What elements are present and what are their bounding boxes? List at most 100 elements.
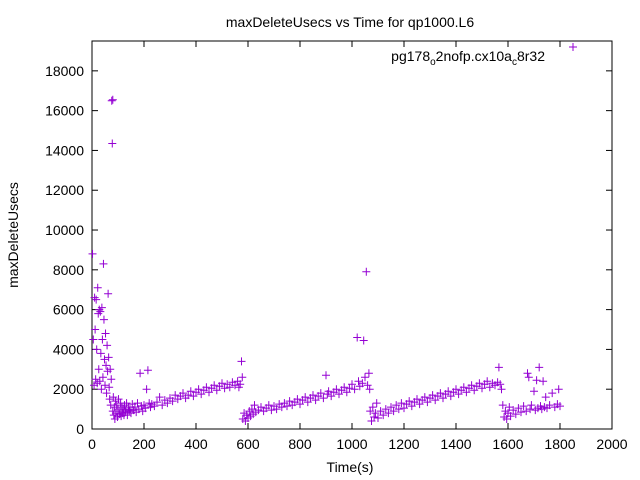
data-point <box>142 385 151 394</box>
data-point <box>452 385 460 394</box>
data-point <box>112 401 121 410</box>
data-point <box>91 375 100 384</box>
data-point <box>94 309 103 318</box>
data-point <box>496 380 505 389</box>
x-tick-label: 800 <box>288 436 312 452</box>
data-point <box>123 411 132 420</box>
data-point <box>309 391 317 400</box>
data-point <box>101 381 109 390</box>
legend-label: pg178o2nofp.cx10ac8r32 <box>391 48 545 68</box>
data-point <box>363 381 372 390</box>
y-tick-label: 6000 <box>53 302 84 318</box>
data-point <box>498 401 507 410</box>
y-tick-label: 2000 <box>53 381 84 397</box>
data-point <box>109 393 118 402</box>
data-point <box>556 402 564 411</box>
data-point <box>548 389 557 398</box>
data-point <box>104 289 113 298</box>
data-point <box>506 412 515 421</box>
data-point <box>89 335 98 344</box>
data-point <box>371 409 380 418</box>
data-point <box>108 95 117 104</box>
data-point <box>365 385 374 394</box>
y-axis-label: maxDeleteUsecs <box>5 182 21 288</box>
data-point <box>420 393 429 402</box>
data-point <box>368 403 377 412</box>
data-point <box>97 303 106 312</box>
data-point <box>186 387 195 396</box>
data-point <box>467 381 476 390</box>
y-tick-label: 18000 <box>45 63 84 79</box>
x-tick-label: 200 <box>132 436 156 452</box>
x-tick-label: 1800 <box>544 436 575 452</box>
data-point <box>316 389 325 398</box>
data-point <box>264 401 273 410</box>
data-point <box>389 407 398 416</box>
data-point <box>359 336 368 345</box>
data-point <box>497 385 506 394</box>
data-point <box>88 249 97 258</box>
data-point <box>545 401 554 410</box>
data-point <box>97 385 106 394</box>
data-point <box>103 341 112 350</box>
data-point <box>101 329 110 338</box>
x-axis-label: Time(s) <box>327 459 374 475</box>
data-points <box>88 95 564 426</box>
data-point <box>250 401 259 410</box>
data-point <box>194 385 203 394</box>
data-point <box>218 379 226 388</box>
data-point <box>523 369 532 378</box>
data-point <box>350 385 359 394</box>
data-point <box>225 383 234 392</box>
data-point <box>236 380 245 389</box>
data-point <box>107 96 116 105</box>
data-point <box>99 259 108 268</box>
data-point <box>158 401 167 410</box>
data-point <box>511 410 520 419</box>
data-point <box>179 389 187 398</box>
legend: pg178o2nofp.cx10ac8r32 <box>391 42 577 68</box>
data-point <box>444 387 453 396</box>
data-point <box>105 395 114 404</box>
data-point <box>141 404 150 413</box>
data-point <box>535 363 544 372</box>
data-point <box>494 363 503 372</box>
data-point <box>517 408 525 417</box>
data-point <box>397 399 406 408</box>
legend-marker <box>569 42 577 51</box>
x-tick-label: 1200 <box>388 436 419 452</box>
data-point <box>522 407 531 416</box>
data-point <box>237 357 246 366</box>
data-point <box>111 409 120 418</box>
data-point <box>122 399 131 408</box>
data-point <box>99 315 108 324</box>
data-point <box>374 414 382 423</box>
data-point <box>526 405 535 414</box>
data-point <box>94 365 103 374</box>
y-tick-label: 12000 <box>45 182 84 198</box>
data-point <box>361 373 369 382</box>
data-point <box>155 393 164 402</box>
y-tick-label: 16000 <box>45 103 84 119</box>
data-point <box>364 369 373 378</box>
data-point <box>210 381 219 390</box>
data-point <box>532 376 541 385</box>
data-point <box>428 391 437 400</box>
data-point <box>91 325 100 334</box>
data-point <box>348 380 356 389</box>
data-point <box>100 355 109 364</box>
data-point <box>98 335 107 344</box>
data-point <box>93 283 102 292</box>
data-point <box>104 353 113 362</box>
y-tick-label: 0 <box>76 421 84 437</box>
data-point <box>143 366 152 375</box>
data-point <box>483 377 492 386</box>
data-point <box>96 307 105 316</box>
data-point <box>539 377 548 386</box>
data-point <box>362 267 371 276</box>
x-tick-label: 2000 <box>596 436 627 452</box>
data-point <box>530 387 538 396</box>
data-point <box>370 413 379 422</box>
data-point <box>301 393 310 402</box>
